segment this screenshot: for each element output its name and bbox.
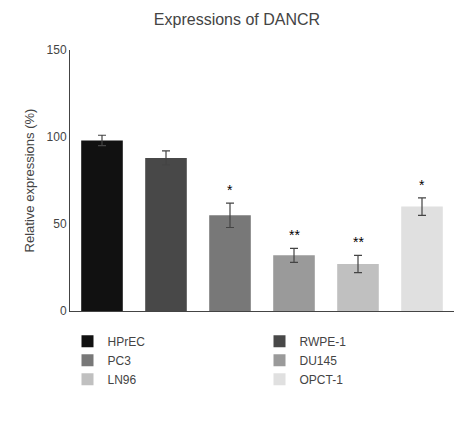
svg-text:DU145: DU145 (300, 354, 338, 368)
svg-text:RWPE-1: RWPE-1 (300, 335, 347, 349)
svg-text:150: 150 (47, 43, 67, 57)
svg-text:100: 100 (47, 130, 67, 144)
svg-text:**: ** (289, 227, 300, 243)
svg-text:Relative expressions (%): Relative expressions (%) (22, 109, 37, 253)
svg-text:Expressions of DANCR: Expressions of DANCR (154, 11, 320, 28)
svg-text:HPrEC: HPrEC (108, 335, 146, 349)
svg-text:*: * (227, 182, 233, 198)
svg-text:OPCT-1: OPCT-1 (300, 373, 344, 387)
svg-text:50: 50 (53, 217, 67, 231)
svg-text:PC3: PC3 (108, 354, 132, 368)
svg-text:LN96: LN96 (108, 373, 137, 387)
svg-text:**: ** (353, 234, 364, 250)
svg-text:*: * (419, 177, 425, 193)
svg-text:0: 0 (60, 304, 67, 318)
